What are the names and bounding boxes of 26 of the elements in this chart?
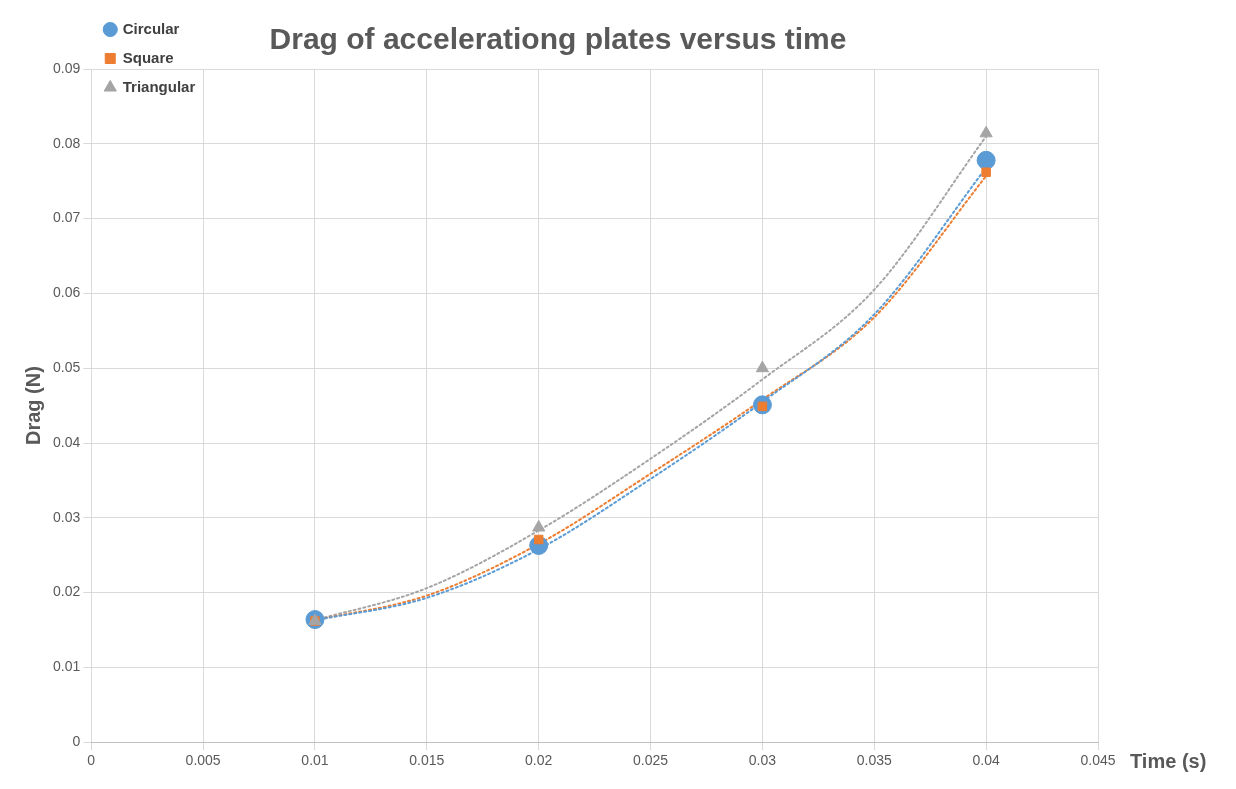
y-tick-label: 0.04 (53, 433, 81, 450)
y-axis-title: Drag (N) (21, 366, 44, 446)
y-tick-label: 0.03 (53, 508, 81, 525)
chart-title: Drag of accelerationg plates versus time (269, 22, 847, 56)
y-tick-label: 0.09 (53, 59, 81, 76)
legend-label: Circular (122, 19, 180, 37)
x-tick-label: 0.01 (301, 752, 329, 769)
y-tick-label: 0 (72, 733, 81, 750)
legend-label: Square (122, 48, 174, 66)
y-tick-label: 0.02 (53, 583, 81, 600)
x-tick-label: 0.025 (633, 752, 669, 769)
y-tick-label: 0.06 (53, 284, 81, 301)
x-tick-label: 0.04 (972, 752, 1000, 769)
x-tick-label: 0.02 (525, 752, 553, 769)
x-tick-label: 0.015 (409, 752, 445, 769)
y-tick-label: 0.01 (53, 658, 81, 675)
x-tick-label: 0 (87, 752, 96, 769)
x-tick-label: 0.045 (1080, 752, 1116, 769)
y-tick-label: 0.08 (53, 134, 81, 151)
x-axis-title: Time (s) (1130, 749, 1207, 772)
x-tick-label: 0.005 (185, 752, 221, 769)
legend-label: Triangular (122, 77, 196, 95)
y-tick-label: 0.05 (53, 359, 81, 376)
x-tick-label: 0.03 (748, 752, 777, 769)
y-tick-label: 0.07 (53, 209, 81, 226)
x-tick-label: 0.035 (856, 752, 892, 769)
